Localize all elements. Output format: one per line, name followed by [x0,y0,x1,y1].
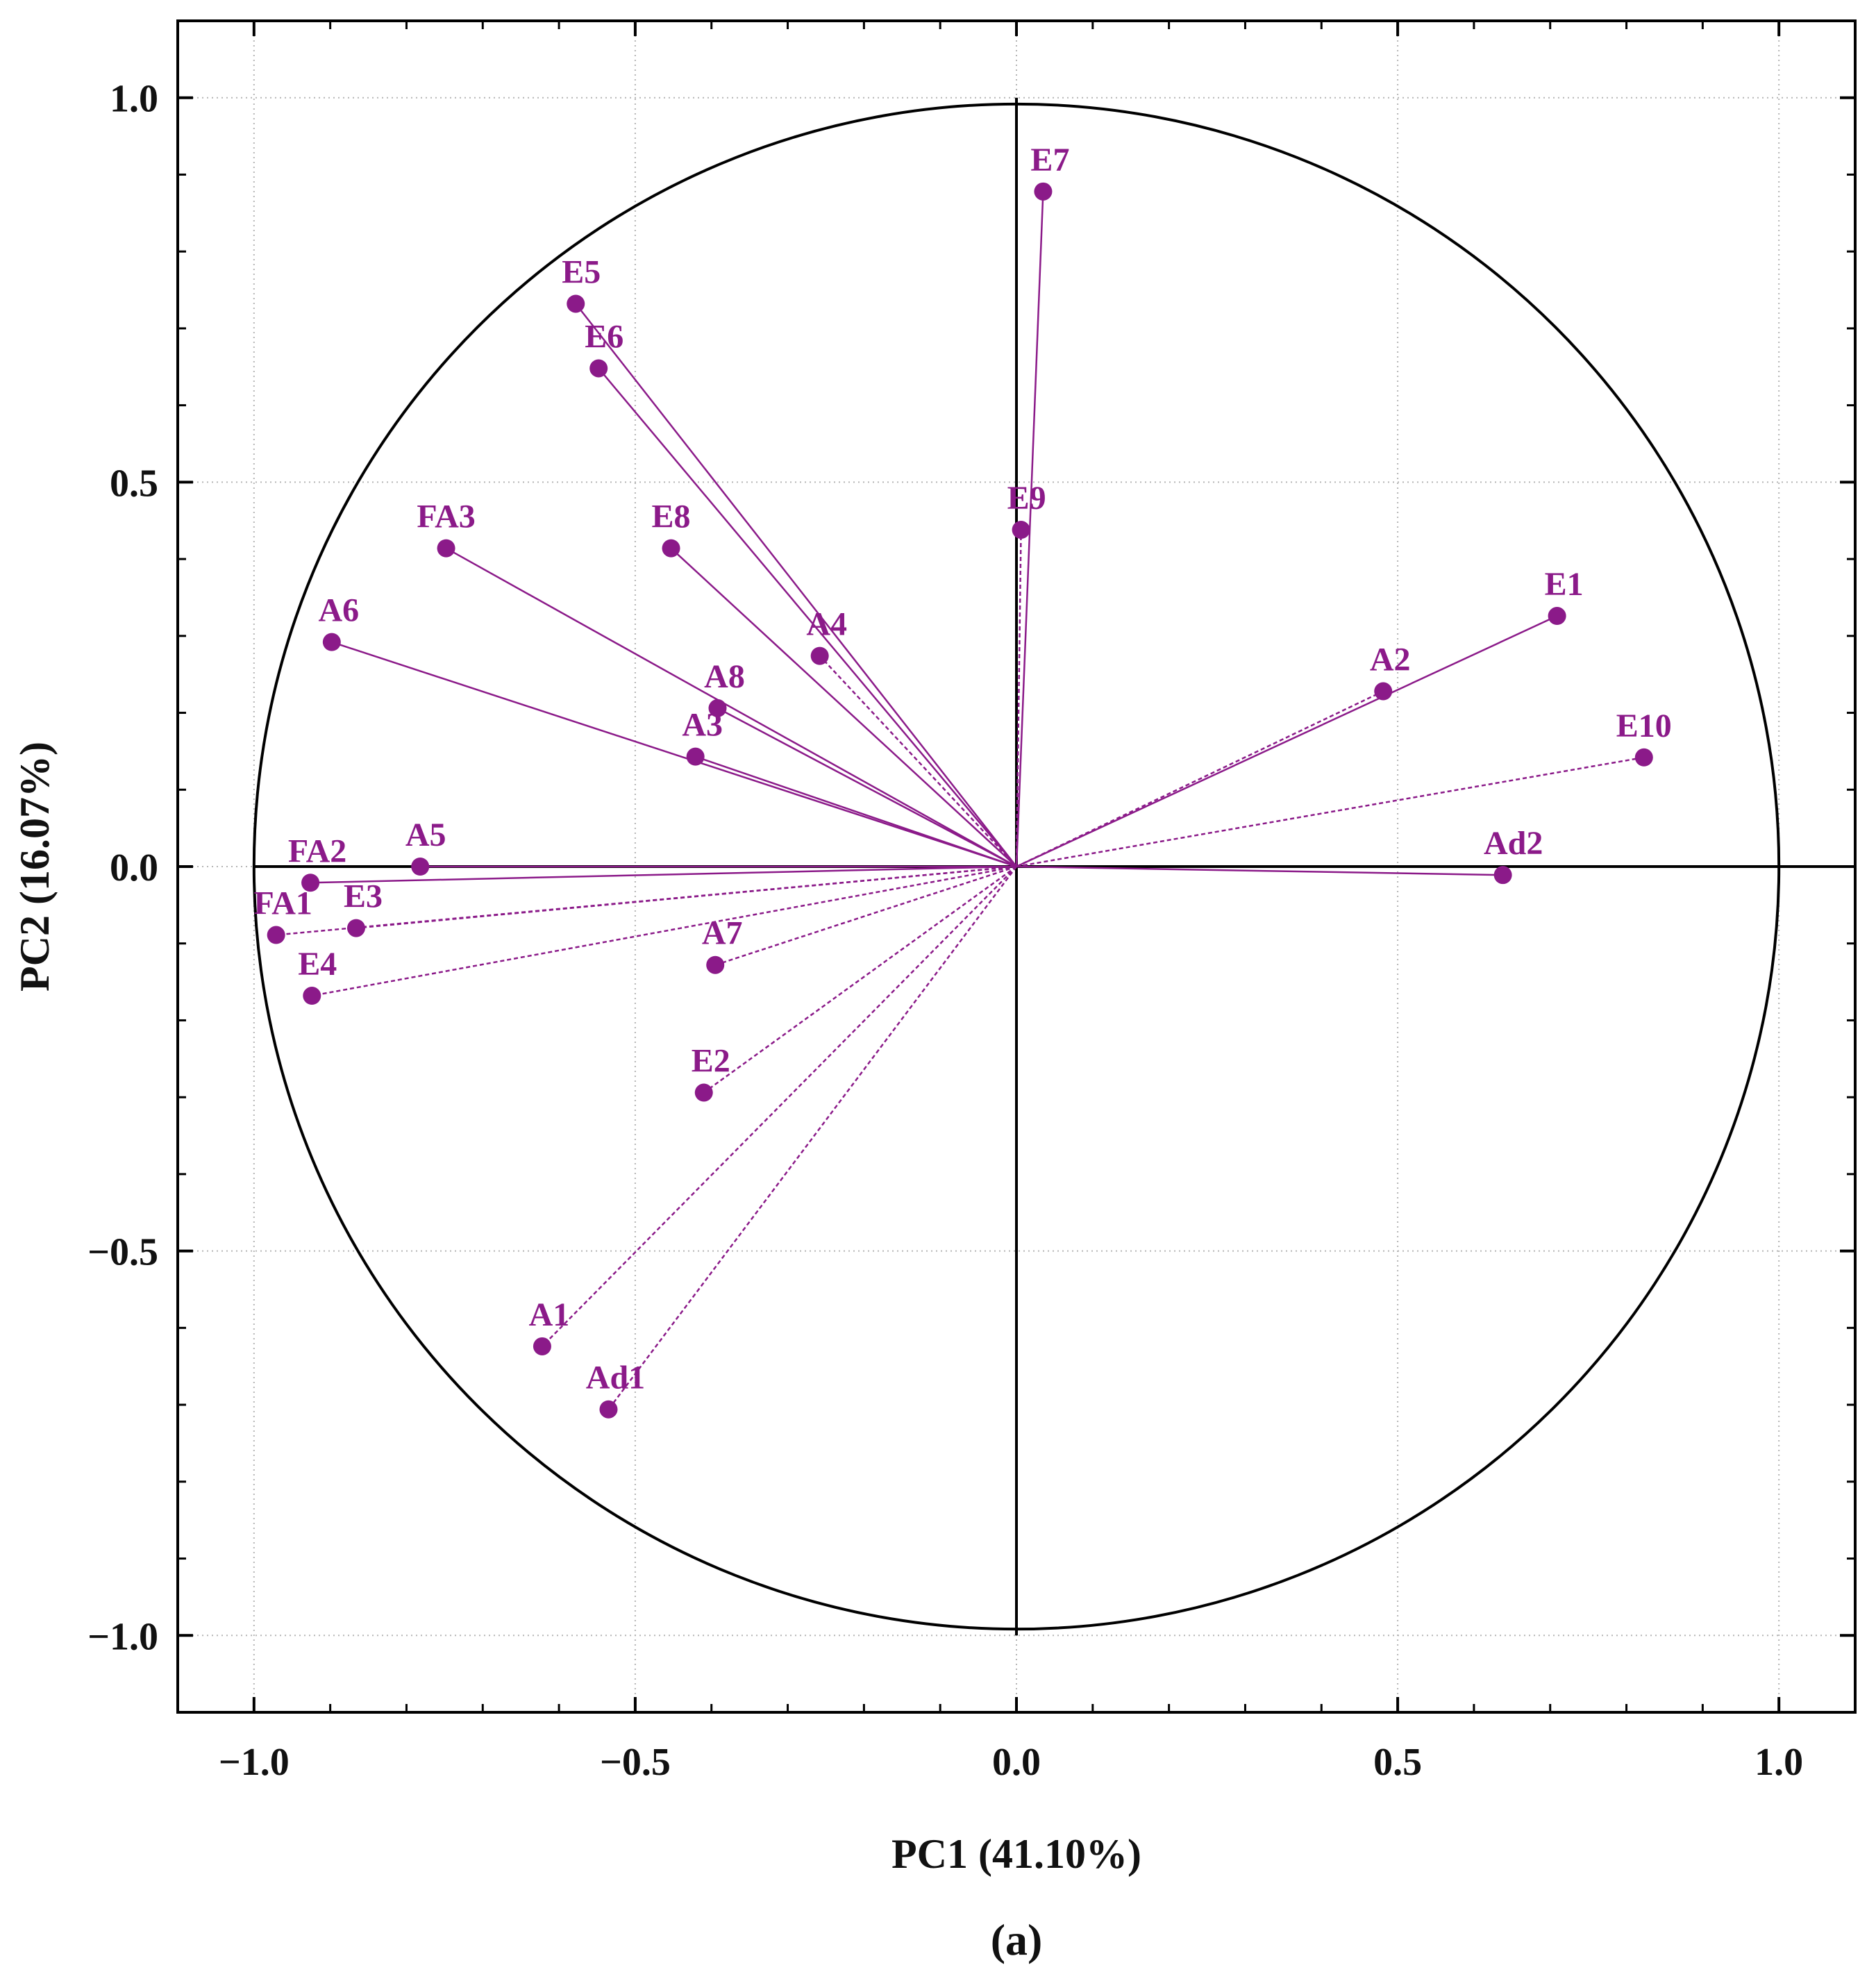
point-label: A4 [806,606,847,643]
point-label: FA3 [417,499,475,535]
point-label: E6 [585,318,623,355]
loading-point [301,874,320,892]
point-label: FA2 [288,833,346,869]
point-label: A6 [318,592,359,629]
loading-point [303,987,321,1005]
loading-point [589,359,608,378]
loading-point [437,539,455,558]
loading-vector [1016,615,1558,868]
loading-point [1493,866,1512,885]
loading-vector [717,707,1017,868]
major-ticks [178,21,1855,1712]
loading-vector [608,866,1017,1410]
x-tick-label: −0.5 [600,1741,671,1784]
loading-vector [331,641,1017,868]
point-label: E2 [692,1043,730,1080]
loading-vector [695,755,1017,868]
loading-vector [310,865,1017,884]
y-tick-label: 0.5 [110,462,158,505]
y-axis-title: PC2 (16.07%) [12,742,58,992]
point-label: A3 [682,707,723,744]
loading-point [1034,182,1053,201]
x-tick-labels: −1.0 −0.5 0.0 0.5 1.0 [219,1741,1803,1784]
y-tick-label: −0.5 [87,1231,158,1274]
loading-vector [355,865,1017,929]
loading-point [322,633,341,651]
loading-point [1012,521,1030,540]
loading-vector [670,547,1017,867]
loading-vector [1016,756,1645,868]
loading-point [346,919,365,937]
loading-point [1374,682,1393,701]
point-label: E4 [298,946,337,983]
loading-vectors [276,191,1645,1410]
loading-point [708,699,727,717]
x-axis-title: PC1 (41.10%) [891,1831,1141,1877]
point-label: E10 [1616,708,1672,744]
point-label: E1 [1545,566,1584,603]
loading-point [810,646,829,665]
y-tick-label: 0.0 [110,846,158,889]
loading-point [411,858,430,876]
point-label: A7 [702,915,743,952]
loading-points [267,182,1653,1419]
loading-point [599,1400,618,1419]
point-label: Ad1 [586,1360,645,1396]
x-tick-label: −1.0 [219,1741,290,1784]
x-tick-label: 0.5 [1373,1741,1422,1784]
loading-point [267,926,285,944]
point-label: E5 [562,253,601,290]
loading-vector [1016,690,1384,868]
loading-vector [445,547,1017,868]
point-label: E9 [1007,480,1046,517]
loading-vector [703,865,1017,1094]
x-tick-label: 1.0 [1754,1741,1803,1784]
point-label: Ad2 [1484,825,1543,862]
loading-vector [542,866,1017,1347]
point-label: A1 [529,1296,570,1333]
point-label: A2 [1370,642,1411,678]
y-tick-labels: 1.0 0.5 0.0 −0.5 −1.0 [87,78,158,1659]
y-tick-label: −1.0 [87,1615,158,1658]
loading-vector [575,303,1017,867]
y-tick-label: 1.0 [110,78,158,121]
loading-vector [1016,865,1503,876]
x-tick-label: 0.0 [992,1741,1041,1784]
loading-point [533,1337,551,1355]
point-label: E7 [1030,142,1069,178]
loading-point [1548,607,1566,626]
point-label: A5 [405,817,446,853]
point-label: A8 [704,658,745,695]
loading-vector [598,367,1017,867]
point-label: E8 [652,499,691,535]
figure-caption: (a) [991,1915,1043,1964]
point-label: E3 [344,878,383,915]
loading-point [662,539,680,558]
loading-point [567,294,585,313]
loading-point [694,1083,713,1102]
loading-point [686,747,705,766]
loading-vector [714,865,1017,966]
point-labels: E7 E5 E6 E9 FA3 E8 E1 A6 A4 A2 A8 E10 A3 A5 FA2 Ad2 FA1 E… [253,142,1671,1396]
loading-point [1634,748,1653,767]
loading-point [706,955,725,974]
point-label: FA1 [253,885,312,922]
loading-vector [819,655,1017,867]
loading-vector [1015,529,1022,867]
loading-vector [312,865,1017,997]
